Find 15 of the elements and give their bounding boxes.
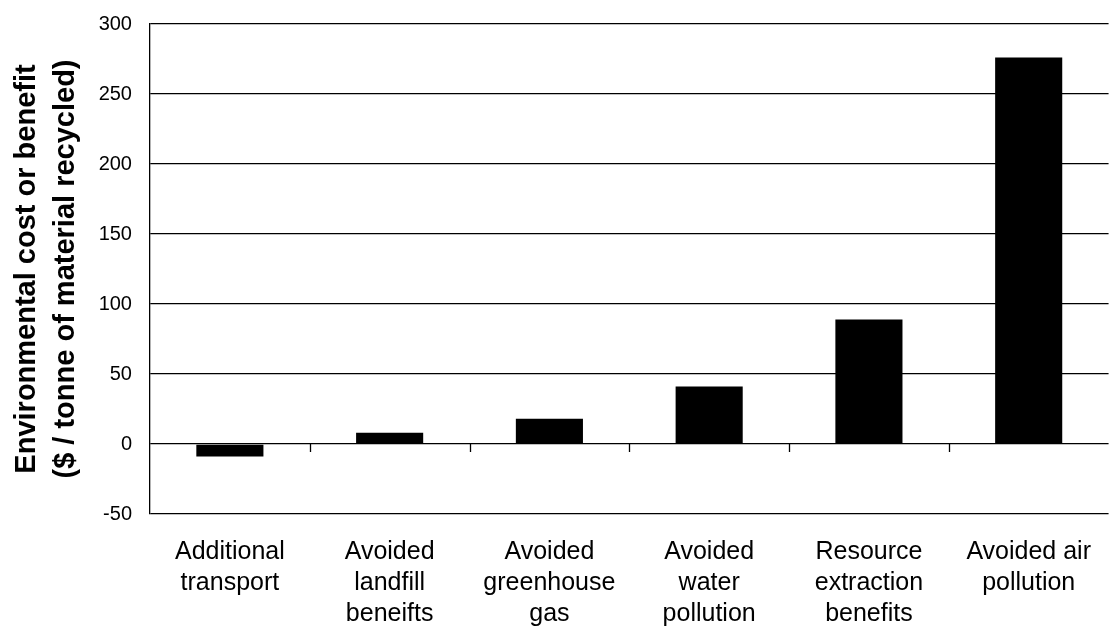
y-tick-label: 250 — [98, 81, 132, 104]
y-tick-label: 200 — [98, 151, 132, 174]
x-tick-label: Avoided greenhouse gas — [483, 536, 616, 627]
x-tick-label: Avoided air pollution — [966, 536, 1091, 596]
y-tick-label: 300 — [98, 11, 132, 34]
y-tick-label: 100 — [98, 291, 132, 314]
y-tick-label: 50 — [109, 361, 132, 384]
x-tick-label: Additional transport — [174, 536, 285, 596]
x-tick-label: Resource extraction benefits — [814, 536, 924, 627]
x-tick-label: Avoided landfill beneifts — [344, 536, 435, 627]
y-tick-label: 150 — [98, 221, 132, 244]
x-tick-label: Avoided water pollution — [662, 536, 756, 627]
y-axis-title: Environmental cost or benefit ($ / tonne of material recycled) — [8, 59, 81, 479]
y-tick-label: -50 — [103, 501, 132, 524]
y-tick-label: 0 — [120, 431, 132, 454]
